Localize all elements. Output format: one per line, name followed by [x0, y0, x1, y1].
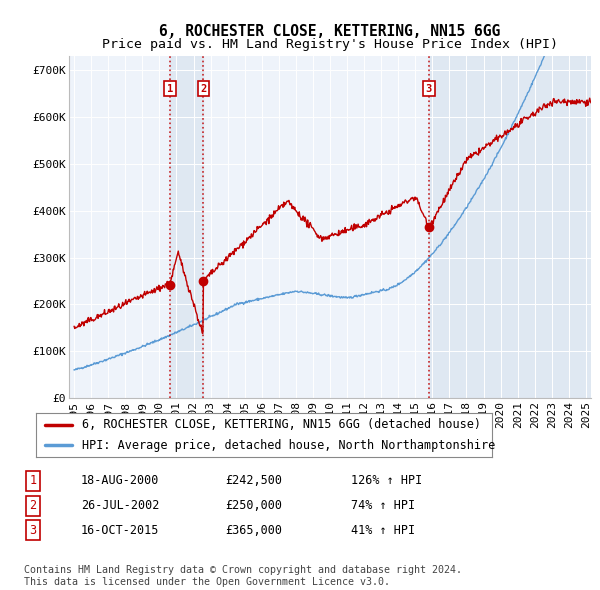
Text: 1: 1 — [167, 84, 173, 94]
Text: Price paid vs. HM Land Registry's House Price Index (HPI): Price paid vs. HM Land Registry's House … — [102, 38, 558, 51]
Text: 41% ↑ HPI: 41% ↑ HPI — [351, 524, 415, 537]
Bar — [170, 56, 203, 398]
Text: £242,500: £242,500 — [225, 474, 282, 487]
Bar — [586, 56, 591, 398]
Text: 18-AUG-2000: 18-AUG-2000 — [81, 474, 160, 487]
Text: 26-JUL-2002: 26-JUL-2002 — [81, 499, 160, 512]
Text: 74% ↑ HPI: 74% ↑ HPI — [351, 499, 415, 512]
Text: 3: 3 — [29, 524, 37, 537]
Text: Contains HM Land Registry data © Crown copyright and database right 2024.
This d: Contains HM Land Registry data © Crown c… — [24, 565, 462, 587]
Text: 16-OCT-2015: 16-OCT-2015 — [81, 524, 160, 537]
Text: 6, ROCHESTER CLOSE, KETTERING, NN15 6GG (detached house): 6, ROCHESTER CLOSE, KETTERING, NN15 6GG … — [82, 418, 481, 431]
Text: £365,000: £365,000 — [225, 524, 282, 537]
Text: 1: 1 — [29, 474, 37, 487]
Text: 2: 2 — [29, 499, 37, 512]
Text: 126% ↑ HPI: 126% ↑ HPI — [351, 474, 422, 487]
Text: 6, ROCHESTER CLOSE, KETTERING, NN15 6GG: 6, ROCHESTER CLOSE, KETTERING, NN15 6GG — [160, 24, 500, 38]
Text: 2: 2 — [200, 84, 206, 94]
Text: HPI: Average price, detached house, North Northamptonshire: HPI: Average price, detached house, Nort… — [82, 439, 495, 452]
Bar — [429, 56, 591, 398]
Text: £250,000: £250,000 — [225, 499, 282, 512]
Text: 3: 3 — [425, 84, 432, 94]
